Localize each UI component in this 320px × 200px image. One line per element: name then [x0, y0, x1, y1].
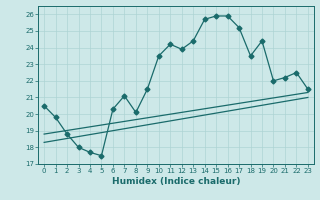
X-axis label: Humidex (Indice chaleur): Humidex (Indice chaleur) [112, 177, 240, 186]
